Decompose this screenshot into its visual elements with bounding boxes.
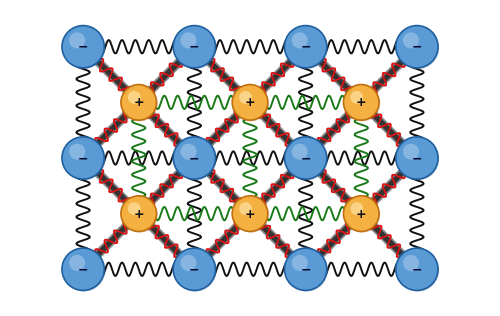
Text: +: +	[134, 96, 144, 109]
Text: −: −	[189, 152, 200, 165]
Circle shape	[350, 91, 363, 104]
Circle shape	[403, 32, 419, 48]
Circle shape	[69, 144, 85, 160]
Circle shape	[173, 248, 216, 290]
Text: −: −	[78, 41, 88, 54]
Circle shape	[62, 137, 104, 179]
Circle shape	[174, 27, 216, 69]
Text: −: −	[300, 41, 311, 54]
Circle shape	[234, 86, 269, 121]
Circle shape	[397, 27, 439, 69]
Circle shape	[63, 249, 106, 292]
Circle shape	[397, 249, 439, 292]
Circle shape	[174, 138, 216, 180]
Text: −: −	[189, 263, 200, 276]
Circle shape	[286, 138, 328, 180]
Circle shape	[173, 26, 216, 68]
Circle shape	[396, 248, 438, 290]
Circle shape	[63, 27, 106, 69]
Text: +: +	[244, 96, 256, 109]
Circle shape	[69, 32, 85, 48]
Circle shape	[292, 144, 308, 160]
Circle shape	[122, 197, 158, 233]
Circle shape	[284, 26, 327, 68]
Circle shape	[232, 85, 268, 120]
Text: −: −	[412, 263, 422, 276]
Circle shape	[121, 196, 156, 231]
Circle shape	[292, 32, 308, 48]
Circle shape	[284, 248, 327, 290]
Circle shape	[344, 86, 380, 121]
Circle shape	[180, 32, 196, 48]
Circle shape	[284, 137, 327, 179]
Circle shape	[344, 85, 379, 120]
Text: −: −	[300, 152, 311, 165]
Circle shape	[174, 249, 216, 292]
Circle shape	[350, 202, 363, 215]
Circle shape	[128, 202, 140, 215]
Circle shape	[121, 85, 156, 120]
Circle shape	[396, 137, 438, 179]
Circle shape	[180, 144, 196, 160]
Circle shape	[397, 138, 439, 180]
Circle shape	[69, 255, 85, 271]
Text: +: +	[356, 96, 366, 109]
Circle shape	[286, 249, 328, 292]
Text: −: −	[300, 263, 311, 276]
Circle shape	[180, 255, 196, 271]
Circle shape	[403, 144, 419, 160]
Circle shape	[239, 91, 252, 104]
Circle shape	[344, 197, 380, 233]
Circle shape	[234, 197, 269, 233]
Text: −: −	[412, 152, 422, 165]
Circle shape	[62, 248, 104, 290]
Text: −: −	[78, 263, 88, 276]
Circle shape	[63, 138, 106, 180]
Text: −: −	[412, 41, 422, 54]
Circle shape	[396, 26, 438, 68]
Text: +: +	[244, 208, 256, 221]
Circle shape	[286, 27, 328, 69]
Text: −: −	[78, 152, 88, 165]
Circle shape	[344, 196, 379, 231]
Circle shape	[173, 137, 216, 179]
Circle shape	[62, 26, 104, 68]
Circle shape	[122, 86, 158, 121]
Circle shape	[232, 196, 268, 231]
Circle shape	[403, 255, 419, 271]
Circle shape	[292, 255, 308, 271]
Text: −: −	[189, 41, 200, 54]
Circle shape	[128, 91, 140, 104]
Circle shape	[239, 202, 252, 215]
Text: +: +	[356, 208, 366, 221]
Text: +: +	[134, 208, 144, 221]
